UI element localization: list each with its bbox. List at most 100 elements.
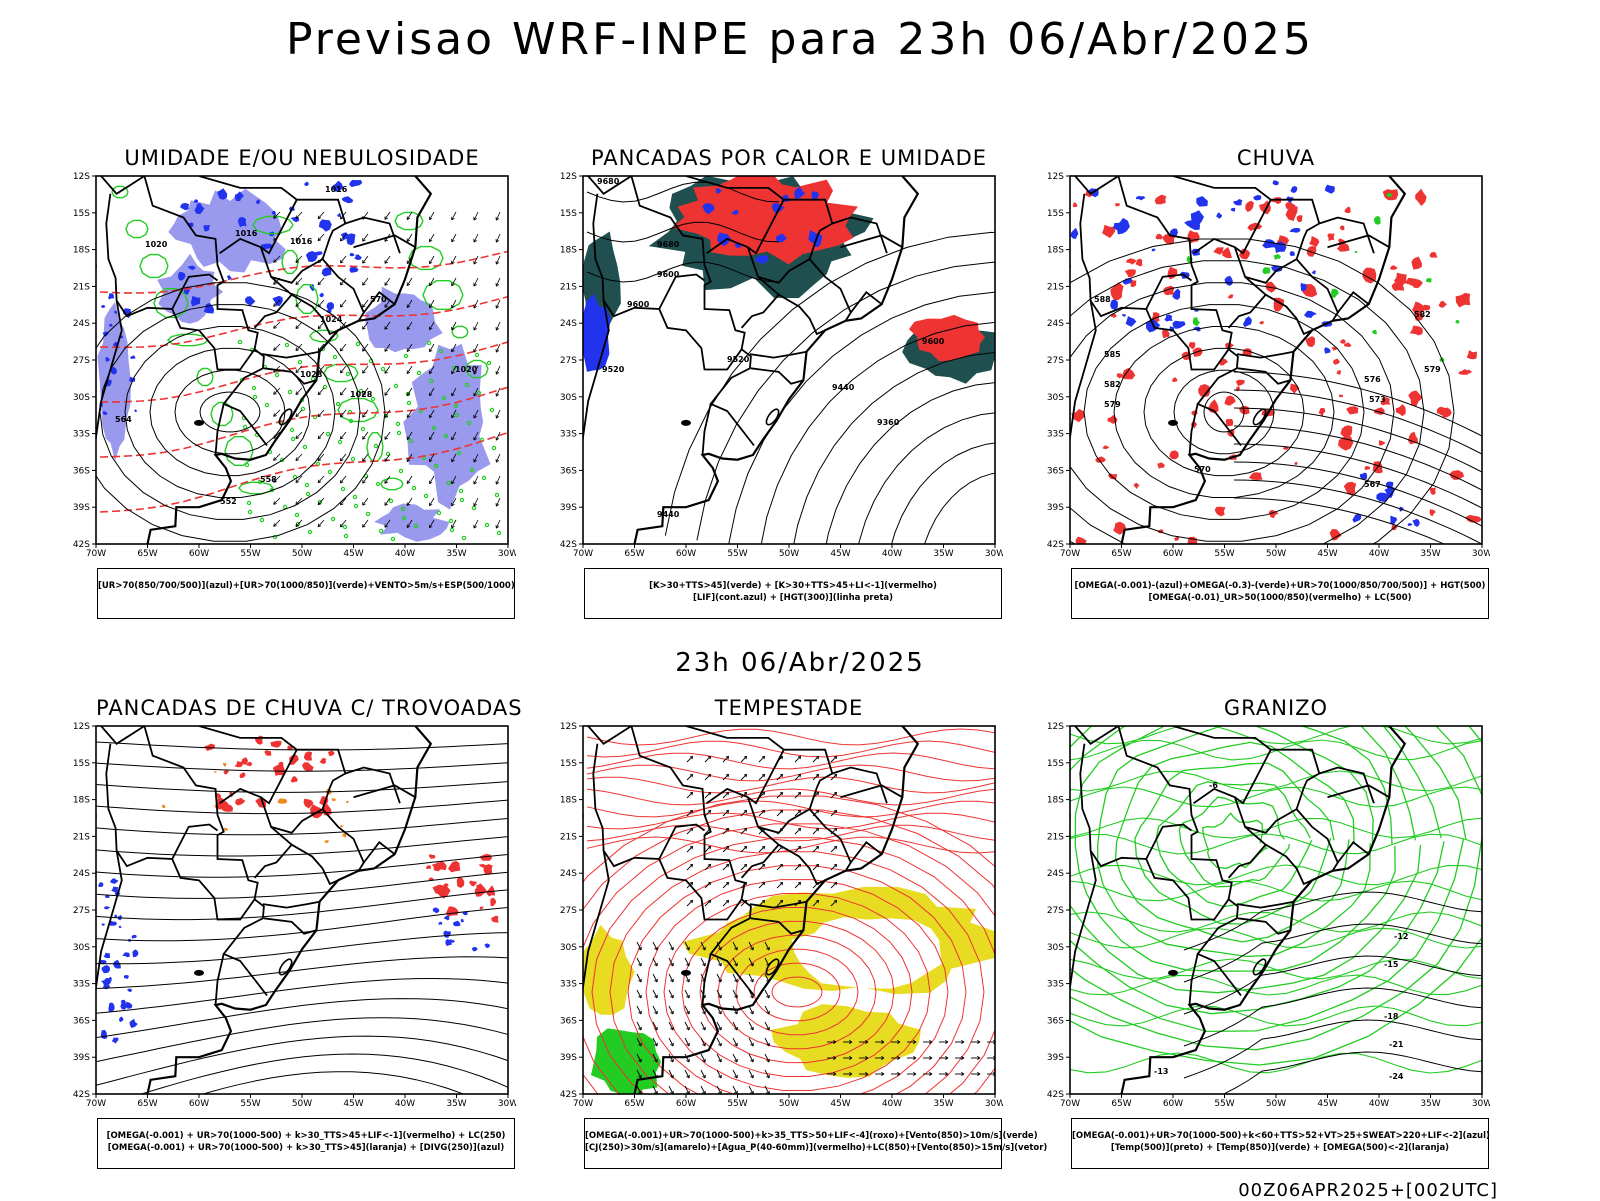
map-chuva: 588 585 582 579 576 573 570 567 582 579 12S 15S 18S 2… [1047, 172, 1490, 559]
lat-tick-label: 24S [1047, 319, 1064, 329]
legend-line: [K>30+TTS>45](verde) + [K>30+TTS>45+LI<-… [649, 581, 937, 591]
panel-title-pancadas-trovoadas: PANCADAS DE CHUVA C/ TROVOADAS [96, 696, 523, 720]
page-title: Previsao WRF-INPE para 23h 06/Abr/2025 [285, 14, 1314, 65]
legend-line: [CJ(250)>30m/s](amarelo)+[Agua_P(40-60mm… [585, 1143, 1048, 1153]
lon-tick-label: 35W [933, 549, 953, 559]
contour-label: -12 [1394, 932, 1408, 941]
lon-tick-label: 50W [292, 549, 312, 559]
lon-tick-label: 70W [573, 549, 593, 559]
lat-tick-label: 27S [560, 906, 577, 916]
lon-tick-label: 60W [1163, 549, 1183, 559]
contour-label: 9520 [727, 355, 750, 364]
lon-tick-label: 30W [498, 1099, 516, 1109]
contour-label: 570 [1194, 465, 1211, 474]
lat-tick-label: 18S [73, 246, 90, 256]
map-granizo: -12 -15 -18 -21 -24 -13 -6 12S 15S 18S 21S 24S 27S 30… [1047, 722, 1490, 1109]
lat-tick-label: 30S [1047, 393, 1064, 403]
lat-tick-label: 24S [560, 319, 577, 329]
contour-label: 9440 [832, 383, 855, 392]
lat-tick-label: 12S [560, 172, 577, 182]
lat-tick-label: 15S [560, 759, 577, 769]
lat-tick-label: 18S [560, 246, 577, 256]
lat-tick-label: 12S [73, 172, 90, 182]
lat-tick-label: 39S [560, 503, 577, 513]
contour-label: -6 [1209, 781, 1218, 790]
contour-label: 582 [1104, 380, 1121, 389]
contour-label: 1016 [290, 237, 313, 246]
lon-tick-label: 50W [779, 549, 799, 559]
panel-title-granizo: GRANIZO [1223, 696, 1329, 720]
legend-pancadas-trovoadas: [OMEGA(-0.001) + UR>70(1000-500) + k>30_… [97, 1118, 515, 1169]
map-frame [1069, 175, 1483, 545]
lon-tick-label: 45W [343, 1099, 363, 1109]
contour-label: 9600 [657, 270, 680, 279]
lon-tick-label: 55W [727, 1099, 747, 1109]
lat-tick-label: 15S [1047, 759, 1064, 769]
contour-label: 582 [1414, 310, 1431, 319]
contour-label: 576 [1364, 375, 1381, 384]
lon-tick-label: 40W [882, 1099, 902, 1109]
lat-tick-label: 21S [73, 282, 90, 292]
legend-line: [OMEGA(-0.001)+UR>70(1000-500)+k<60+TTS>… [1072, 1131, 1490, 1141]
lon-tick-label: 35W [446, 1099, 466, 1109]
lon-tick-label: 70W [573, 1099, 593, 1109]
lat-tick-label: 21S [560, 832, 577, 842]
lon-tick-label: 60W [1163, 1099, 1183, 1109]
lat-tick-label: 27S [73, 906, 90, 916]
middle-time-label: 23h 06/Abr/2025 [675, 648, 925, 678]
lon-tick-label: 45W [343, 549, 363, 559]
lon-tick-label: 45W [830, 549, 850, 559]
lon-tick-label: 35W [1420, 1099, 1440, 1109]
lon-tick-label: 40W [1369, 1099, 1389, 1109]
lat-tick-label: 18S [73, 796, 90, 806]
contour-label: -15 [1384, 960, 1399, 969]
lat-tick-label: 36S [560, 1016, 577, 1026]
legend-chuva: [OMEGA(-0.001)-(azul)+OMEGA(-0.3)-(verde… [1071, 568, 1489, 619]
lat-tick-label: 12S [1047, 722, 1064, 732]
lon-tick-label: 45W [830, 1099, 850, 1109]
contour-label: 1020 [145, 240, 168, 249]
lon-tick-label: 50W [779, 1099, 799, 1109]
lat-tick-label: 18S [560, 796, 577, 806]
lat-tick-label: 42S [1047, 540, 1064, 550]
lon-tick-label: 55W [1214, 1099, 1234, 1109]
lat-tick-label: 27S [73, 356, 90, 366]
contour-label: 567 [1364, 480, 1381, 489]
legend-pancadas-calor: [K>30+TTS>45](verde) + [K>30+TTS>45+LI<-… [584, 568, 1002, 619]
lat-tick-label: 15S [73, 759, 90, 769]
lat-tick-label: 24S [73, 869, 90, 879]
lon-tick-label: 50W [1266, 1099, 1286, 1109]
contour-label: -13 [1154, 1067, 1168, 1076]
contour-label: -21 [1389, 1040, 1404, 1049]
lat-tick-label: 21S [73, 832, 90, 842]
contour-label: 558 [260, 475, 277, 484]
legend-granizo: [OMEGA(-0.001)+UR>70(1000-500)+k<60+TTS>… [1071, 1118, 1490, 1169]
contour-label: 573 [1369, 395, 1386, 404]
lat-tick-label: 30S [560, 943, 577, 953]
lon-tick-label: 30W [498, 549, 516, 559]
contour-label: 9520 [602, 365, 625, 374]
lat-tick-label: 36S [1047, 466, 1064, 476]
lat-tick-label: 33S [560, 430, 577, 440]
lat-tick-label: 42S [560, 540, 577, 550]
lon-tick-label: 30W [985, 1099, 1003, 1109]
legend-tempestade: [OMEGA(-0.001)+UR>70(1000-500)+k>35_TTS>… [584, 1118, 1048, 1169]
lon-tick-label: 40W [395, 1099, 415, 1109]
lon-tick-label: 35W [933, 1099, 953, 1109]
lat-tick-label: 12S [560, 722, 577, 732]
lat-tick-label: 27S [1047, 906, 1064, 916]
lon-tick-label: 30W [985, 549, 1003, 559]
lat-tick-label: 42S [73, 1090, 90, 1100]
lat-tick-label: 24S [560, 869, 577, 879]
lat-tick-label: 33S [73, 980, 90, 990]
lat-tick-label: 18S [1047, 796, 1064, 806]
map-frame [95, 725, 509, 1095]
lat-tick-label: 33S [560, 980, 577, 990]
contour-label: 9600 [627, 300, 650, 309]
lat-tick-label: 33S [1047, 430, 1064, 440]
lon-tick-label: 35W [446, 549, 466, 559]
lat-tick-label: 39S [1047, 503, 1064, 513]
lon-tick-label: 70W [1060, 1099, 1080, 1109]
lon-tick-label: 65W [137, 549, 157, 559]
